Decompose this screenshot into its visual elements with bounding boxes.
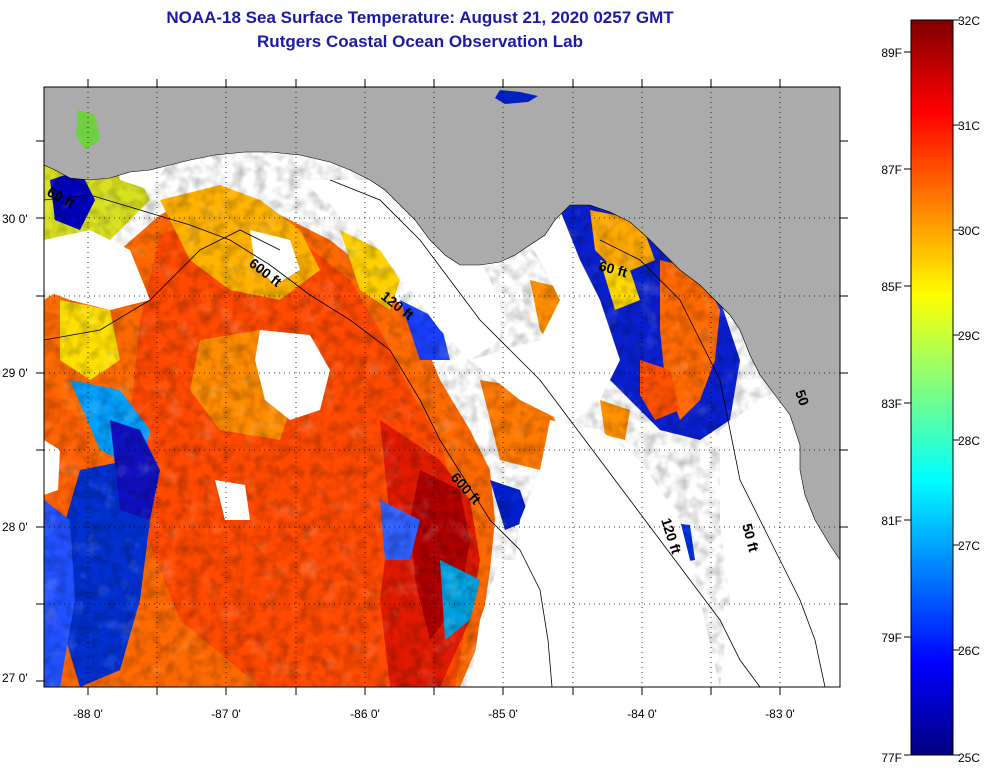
fahrenheit-label: 79F [881, 631, 902, 645]
celsius-label: 30C [958, 224, 980, 238]
lon-tick-label: -84 0' [627, 707, 657, 721]
lat-lon-grid [44, 87, 840, 687]
lat-tick-label: 30 0' [2, 212, 28, 226]
depth-contours [44, 179, 826, 687]
celsius-label: 32C [958, 14, 980, 28]
fahrenheit-label: 89F [881, 46, 902, 60]
lon-tick-label: -88 0' [73, 707, 103, 721]
land-mass [44, 87, 840, 561]
map-subtitle: Rutgers Coastal Ocean Observation Lab [257, 32, 583, 51]
bay-water [76, 110, 100, 150]
fahrenheit-label: 81F [881, 514, 902, 528]
depth-label: 50 [792, 388, 812, 408]
fahrenheit-label: 83F [881, 397, 902, 411]
map-title: NOAA-18 Sea Surface Temperature: August … [166, 8, 674, 27]
celsius-label: 28C [958, 434, 980, 448]
lon-tick-label: -85 0' [488, 707, 518, 721]
lon-tick-label: -83 0' [765, 707, 795, 721]
lake [495, 90, 538, 104]
celsius-label: 26C [958, 644, 980, 658]
lat-tick-label: 27 0' [2, 671, 28, 685]
lat-tick-label: 28 0' [2, 520, 28, 534]
lon-tick-label: -86 0' [350, 707, 380, 721]
fahrenheit-label: 85F [881, 280, 902, 294]
celsius-label: 29C [958, 329, 980, 343]
depth-label: 50 ft [739, 522, 762, 554]
lat-tick-label: 29 0' [2, 366, 28, 380]
axis-ticks [36, 79, 848, 695]
fahrenheit-label: 77F [881, 751, 902, 765]
map-frame [43, 86, 841, 688]
lon-tick-label: -87 0' [211, 707, 241, 721]
colorbar-scale [910, 19, 954, 756]
depth-label: 60 ft [597, 257, 629, 280]
celsius-label: 31C [958, 119, 980, 133]
celsius-label: 25C [958, 751, 980, 765]
map-panel: 60 ft 600 ft 120 ft 600 ft 60 ft 120 ft … [44, 87, 840, 687]
fahrenheit-label: 87F [881, 163, 902, 177]
celsius-label: 27C [958, 539, 980, 553]
colorbar-ticks [904, 19, 960, 756]
